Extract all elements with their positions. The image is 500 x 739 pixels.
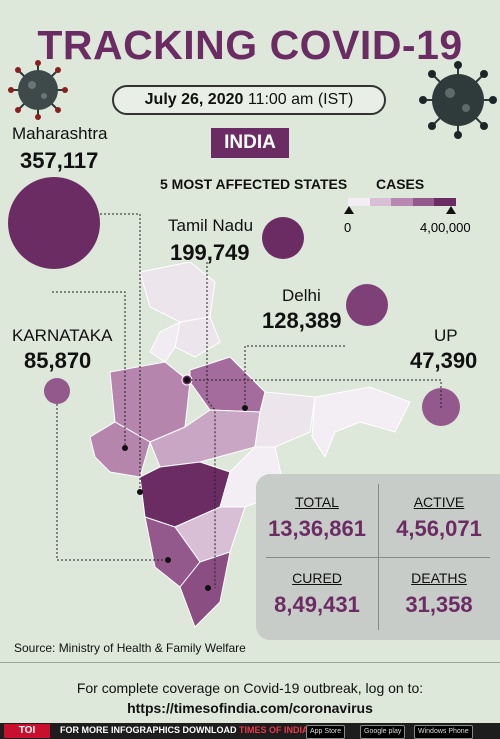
- map-region: [179, 551, 231, 628]
- total-label: TOTAL: [295, 494, 339, 510]
- country-badge: INDIA: [211, 128, 289, 158]
- states-heading: 5 MOST AFFECTED STATES: [160, 176, 348, 192]
- state-value-maharashtra: 357,117: [20, 148, 99, 173]
- scale-min-label: 0: [344, 220, 352, 235]
- footer-text: For complete coverage on Covid-19 outbre…: [76, 680, 424, 696]
- state-value-delhi: 128,389: [262, 308, 342, 333]
- source-text: Source: Ministry of Health & Family Welf…: [14, 641, 246, 655]
- scale-swatch: [348, 198, 370, 206]
- state-value-tamil-nadu: 199,749: [170, 240, 250, 265]
- stats-divider-h: [266, 557, 490, 558]
- google-play-badge[interactable]: Google play: [360, 725, 406, 739]
- map-region: [311, 386, 411, 459]
- scale-swatch: [391, 198, 413, 206]
- state-value-up: 47,390: [410, 348, 478, 373]
- date-text: July 26, 2020: [144, 91, 244, 108]
- map-region: [149, 321, 181, 363]
- bubble-karnataka: [44, 378, 70, 404]
- state-label-delhi: Delhi: [282, 286, 321, 305]
- date-pill: July 26, 2020 11:00 am (IST): [112, 85, 386, 115]
- scale-swatch: [369, 198, 392, 206]
- state-label-up: UP: [434, 326, 458, 345]
- cured-value: 8,49,431: [274, 592, 360, 617]
- scale-markers: [344, 206, 456, 214]
- state-label-karnataka: KARNATAKA: [12, 326, 113, 345]
- page-title: TRACKING COVID-19: [37, 22, 463, 68]
- footer-link[interactable]: https://timesofindia.com/coronavirus: [127, 700, 373, 716]
- total-value: 13,36,861: [268, 516, 366, 541]
- cases-color-scale: [348, 198, 456, 206]
- bubble-delhi: [346, 284, 388, 326]
- scale-swatch: [412, 198, 435, 206]
- cases-heading: CASES: [376, 176, 425, 192]
- app-store-badge[interactable]: App Store: [306, 725, 346, 739]
- windows-phone-badge[interactable]: Windows Phone: [414, 725, 473, 739]
- deaths-label: DEATHS: [411, 570, 467, 586]
- stats-panel: TOTAL 13,36,861 ACTIVE 4,56,071 CURED 8,…: [256, 474, 500, 640]
- virus-icon-left: [8, 60, 68, 120]
- cured-label: CURED: [292, 570, 342, 586]
- state-value-karnataka: 85,870: [24, 348, 92, 373]
- time-text: 11:00 am (IST): [247, 91, 354, 108]
- state-label-tamil-nadu: Tamil Nadu: [168, 216, 254, 235]
- bubble-maharashtra: [8, 177, 100, 269]
- active-value: 4,56,071: [396, 516, 482, 541]
- bar-text-prefix: FOR MORE INFOGRAPHICS DOWNLOAD: [60, 725, 239, 735]
- deaths-value: 31,358: [405, 592, 473, 617]
- divider: [0, 662, 500, 663]
- state-label-maharashtra: Maharashtra: [12, 124, 108, 143]
- toi-logo[interactable]: TOI: [4, 724, 50, 738]
- scale-max-label: 4,00,000: [420, 220, 471, 235]
- bottom-bar: TOI FOR MORE INFOGRAPHICS DOWNLOAD TIMES…: [0, 723, 500, 739]
- virus-icon-right: [419, 61, 497, 139]
- active-label: ACTIVE: [413, 494, 465, 510]
- bar-text-app: TIMES OF INDIA APP: [239, 725, 329, 735]
- bar-text: FOR MORE INFOGRAPHICS DOWNLOAD TIMES OF …: [60, 725, 329, 735]
- bubble-tamil-nadu: [262, 217, 304, 259]
- india-map: [89, 262, 411, 628]
- scale-swatch: [434, 198, 456, 206]
